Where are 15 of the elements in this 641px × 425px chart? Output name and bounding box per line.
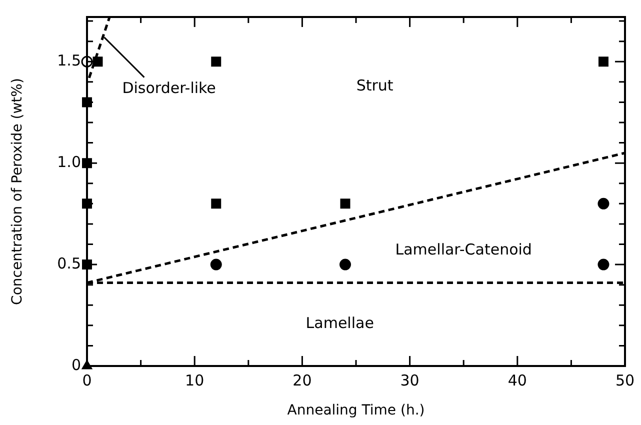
y-tick-label: 0.5 [57,254,81,272]
x-axis-title: Annealing Time (h.) [287,402,425,419]
y-tick-label: 0 [71,356,81,374]
x-tick-label: 10 [185,371,204,390]
x-tick-label: 30 [400,371,420,390]
y-axis-title: Concentration of Peroxide (wt%) [10,78,26,305]
annotation: Strut [356,76,394,95]
annotation: Disorder-like [122,79,216,98]
x-tick-label: 20 [292,371,312,390]
annotation: Lamellae [306,314,374,332]
y-tick-label: 1.5 [57,52,81,70]
x-tick-label: 50 [615,371,635,390]
y-tick-label: 1.0 [57,152,81,171]
annotation: Lamellar-Catenoid [395,240,532,259]
x-tick-label: 40 [508,371,527,390]
